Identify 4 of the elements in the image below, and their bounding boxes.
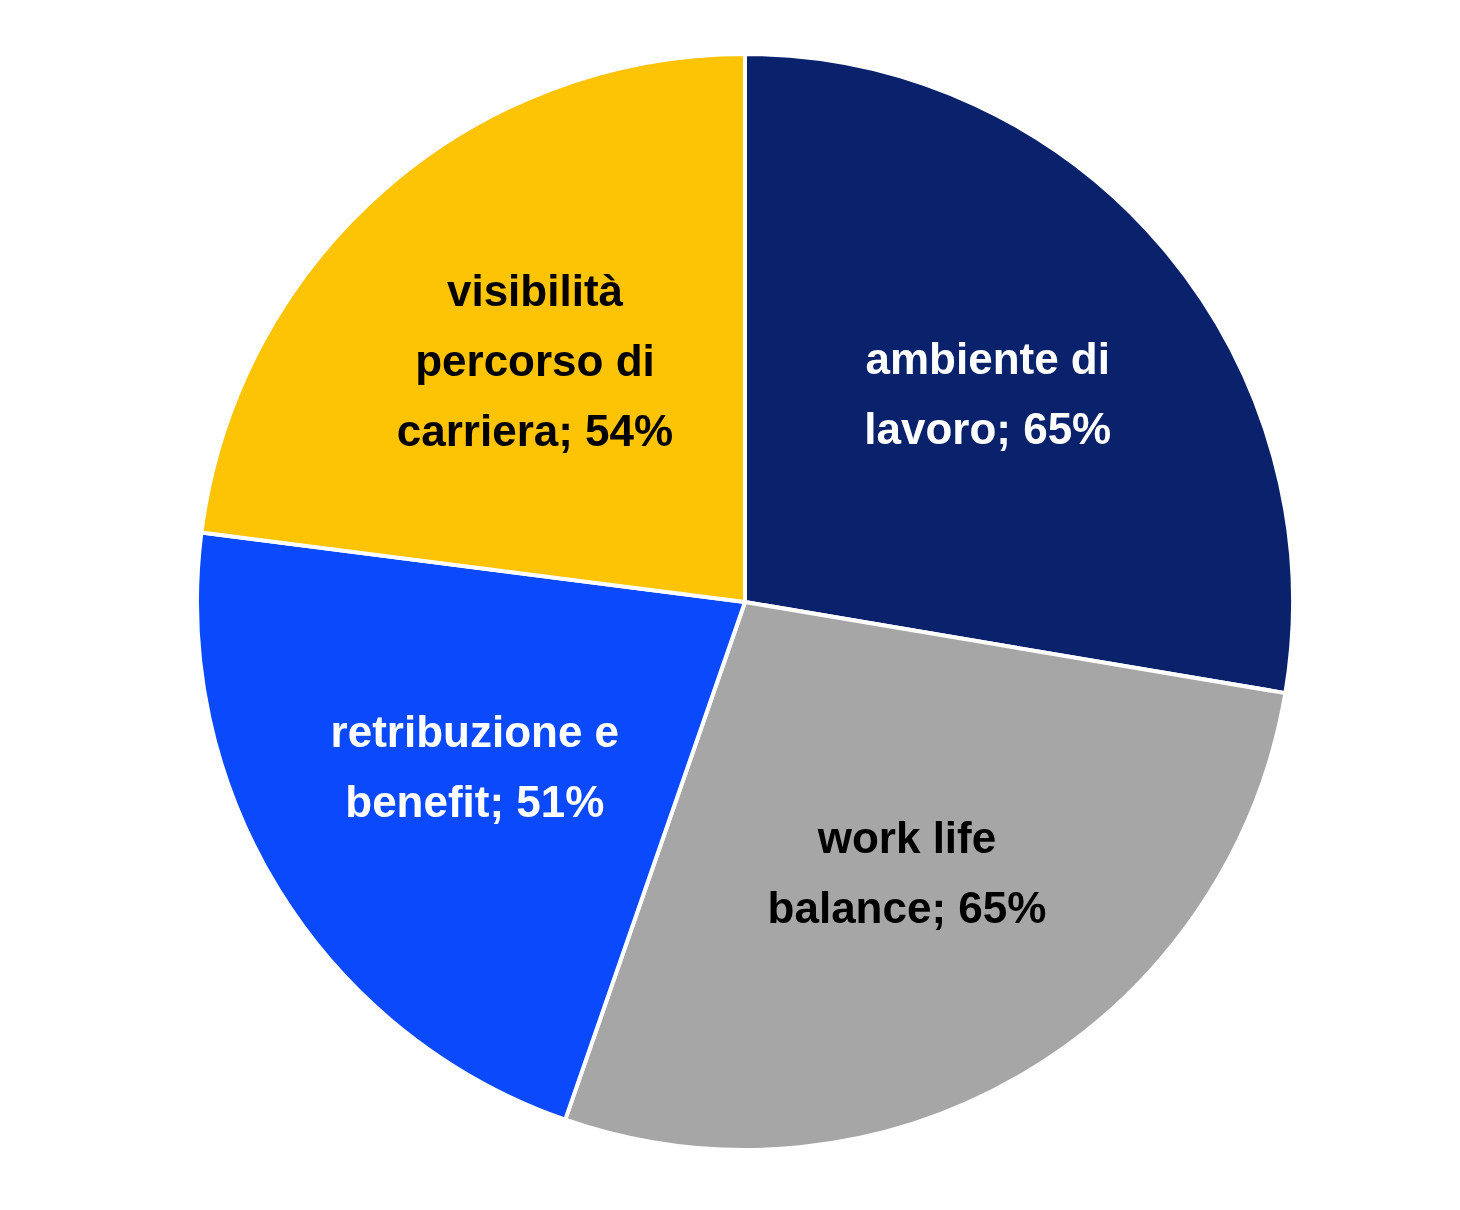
slice-label: ambiente di lavoro; 65% [864, 333, 1112, 453]
slice-label: work life balance; 65% [767, 812, 1047, 932]
slice-label: retribuzione e benefit; 51% [330, 706, 620, 826]
slice-label: visibilità percorso di carriera; 54% [396, 265, 674, 455]
